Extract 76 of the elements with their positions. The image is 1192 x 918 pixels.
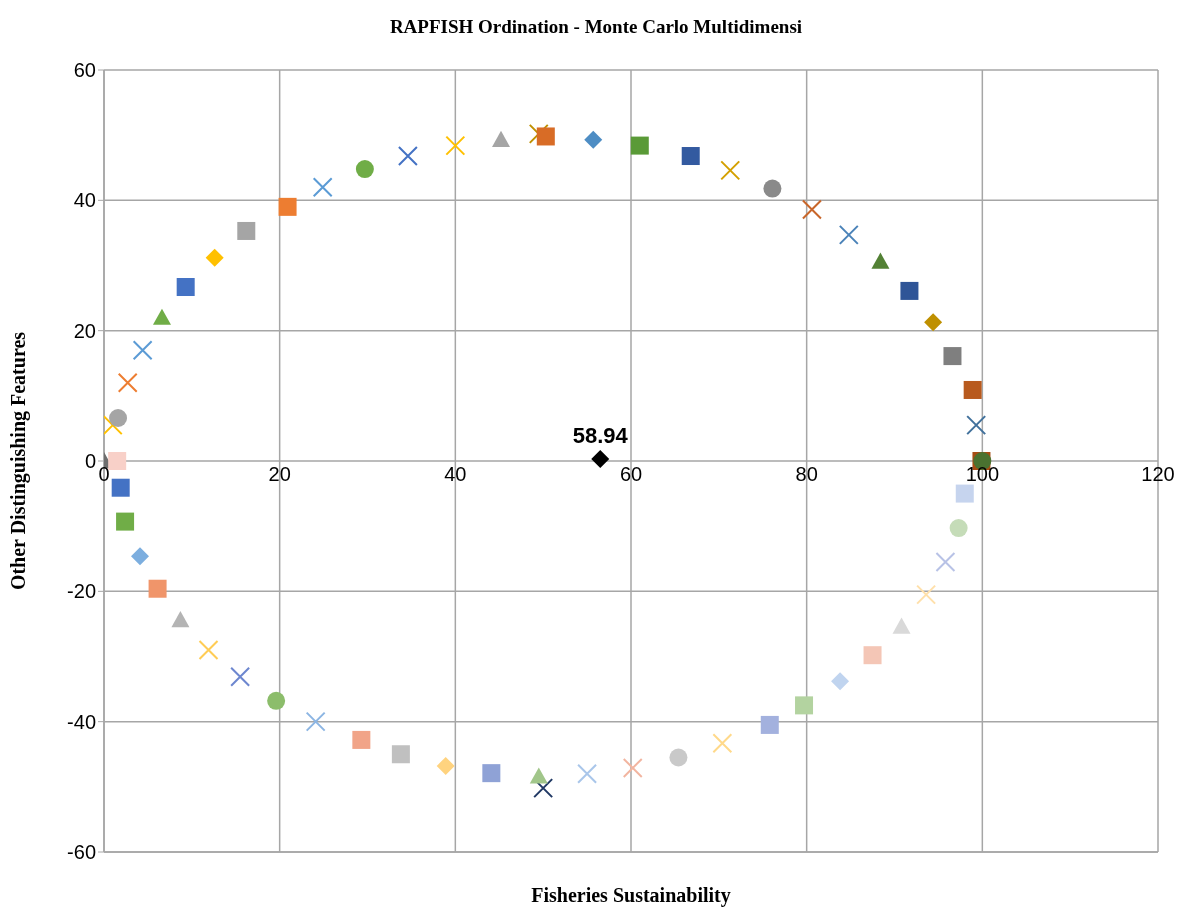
- point: [278, 197, 297, 216]
- point: [109, 408, 128, 427]
- point: [492, 130, 511, 147]
- point: [966, 415, 987, 436]
- point: [533, 778, 554, 799]
- x-tick-label: 120: [1141, 463, 1175, 485]
- y-axis-title: Other Distinguishing Features: [7, 331, 31, 591]
- point: [132, 340, 153, 361]
- point: [104, 415, 123, 436]
- point: [963, 380, 982, 399]
- point: [267, 691, 286, 710]
- point: [591, 450, 610, 469]
- point: [795, 696, 814, 715]
- point: [131, 547, 150, 566]
- point: [924, 313, 943, 332]
- point: [230, 666, 251, 687]
- point: [763, 179, 782, 198]
- point: [176, 278, 195, 297]
- annotation: 58.94: [572, 423, 629, 449]
- point: [669, 748, 688, 767]
- point: [892, 617, 911, 634]
- point: [900, 281, 919, 300]
- point: [712, 733, 733, 754]
- point: [355, 160, 374, 179]
- point: [584, 130, 603, 149]
- point: [760, 715, 779, 734]
- point: [577, 763, 598, 784]
- point: [916, 584, 937, 605]
- point: [436, 756, 455, 775]
- point: [352, 730, 371, 749]
- point: [237, 221, 256, 240]
- chart-title: RAPFISH Ordination - Monte Carlo Multidimensi: [388, 16, 804, 38]
- point: [391, 745, 410, 764]
- point: [955, 484, 974, 503]
- y-tick-label: -60: [67, 841, 96, 864]
- point: [871, 252, 890, 269]
- y-tick-label: -20: [67, 580, 96, 603]
- point: [935, 552, 956, 573]
- x-tick-label: 40: [444, 463, 467, 485]
- point: [720, 160, 741, 181]
- point: [397, 146, 418, 167]
- point: [622, 757, 643, 778]
- x-tick-label: 100: [965, 463, 1000, 485]
- point: [528, 123, 549, 144]
- y-tick-label: 20: [73, 319, 96, 342]
- point: [445, 135, 466, 156]
- point: [529, 767, 548, 784]
- y-tick-label: 40: [73, 189, 96, 212]
- point: [482, 764, 501, 783]
- point: [838, 224, 859, 245]
- x-tick-label: 80: [795, 463, 818, 485]
- point: [205, 248, 224, 267]
- x-axis-title: Fisheries Sustainability: [530, 884, 732, 907]
- point: [171, 611, 190, 628]
- point: [863, 646, 882, 665]
- point: [312, 177, 333, 198]
- point: [943, 347, 962, 366]
- x-tick-label: 60: [619, 463, 643, 485]
- point: [116, 512, 135, 531]
- point: [536, 127, 555, 146]
- point: [198, 639, 219, 660]
- point: [801, 199, 822, 220]
- point: [681, 147, 700, 166]
- point: [630, 136, 649, 155]
- point: [152, 308, 171, 325]
- point: [148, 579, 167, 598]
- x-tick-label: 0: [98, 463, 110, 485]
- point: [831, 672, 850, 691]
- y-tick-label: -40: [67, 710, 96, 733]
- point: [111, 478, 130, 497]
- point: [108, 452, 127, 470]
- y-tick-label: 60: [73, 59, 96, 82]
- x-tick-label: 20: [268, 463, 291, 485]
- point: [117, 372, 138, 393]
- point: [949, 519, 968, 538]
- point: [305, 711, 326, 732]
